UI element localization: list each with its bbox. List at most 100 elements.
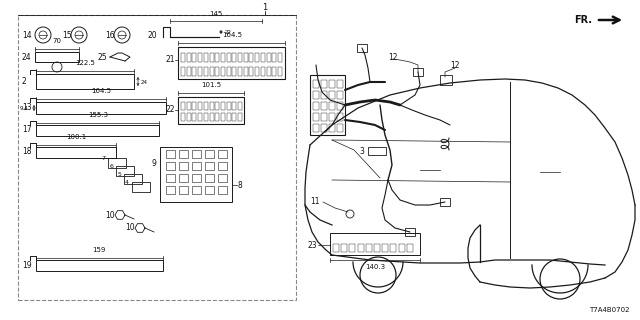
Bar (238, 53, 242, 62)
Text: 164.5: 164.5 (91, 88, 111, 94)
Bar (329, 80, 335, 88)
Bar (374, 244, 380, 252)
Bar (310, 75, 345, 135)
Bar (272, 53, 276, 62)
Bar (261, 67, 265, 76)
Bar (181, 67, 185, 76)
Bar (337, 113, 343, 121)
Bar (209, 113, 214, 121)
Bar (36, 147, 116, 158)
Text: 14: 14 (22, 30, 31, 39)
Bar (272, 67, 276, 76)
Text: 70: 70 (52, 38, 61, 44)
Text: 5: 5 (117, 172, 121, 178)
Bar (232, 102, 236, 110)
Bar (261, 53, 265, 62)
Text: 2: 2 (22, 77, 27, 86)
Text: 17: 17 (22, 125, 31, 134)
Bar (330, 233, 420, 255)
Bar (209, 67, 214, 76)
Text: 1: 1 (262, 4, 268, 12)
Bar (368, 147, 386, 155)
Text: 12: 12 (388, 52, 397, 61)
Bar (192, 150, 201, 158)
Bar (232, 67, 236, 76)
Bar (181, 113, 185, 121)
Bar (178, 47, 285, 79)
Bar (218, 150, 227, 158)
Bar (227, 67, 230, 76)
Bar (329, 91, 335, 99)
Text: 24: 24 (22, 52, 31, 61)
Bar (333, 244, 339, 252)
Bar (366, 244, 372, 252)
Bar (108, 158, 126, 168)
Bar (205, 162, 214, 170)
Bar (36, 74, 134, 89)
Bar (238, 102, 242, 110)
Bar (204, 53, 208, 62)
Bar (215, 67, 219, 76)
Bar (341, 244, 347, 252)
Bar (313, 80, 319, 88)
Text: T7A4B0702: T7A4B0702 (589, 307, 630, 313)
Text: 24: 24 (141, 79, 148, 84)
Bar (218, 162, 227, 170)
Bar (227, 113, 230, 121)
Bar (178, 97, 244, 124)
Bar (204, 113, 208, 121)
Bar (187, 67, 191, 76)
Text: 3: 3 (360, 148, 364, 156)
Bar (337, 124, 343, 132)
Text: 16: 16 (105, 30, 115, 39)
Bar (192, 162, 201, 170)
Bar (413, 68, 423, 76)
Bar (321, 113, 327, 121)
Bar (221, 53, 225, 62)
Bar (193, 53, 196, 62)
Text: 145: 145 (209, 11, 223, 17)
Bar (255, 53, 259, 62)
Bar (218, 174, 227, 182)
Bar (440, 198, 450, 206)
Bar (329, 113, 335, 121)
Bar (209, 102, 214, 110)
Bar (198, 53, 202, 62)
Bar (193, 102, 196, 110)
Bar (221, 67, 225, 76)
Text: 100.1: 100.1 (66, 134, 86, 140)
Bar (407, 244, 413, 252)
Text: 22: 22 (166, 106, 175, 115)
Bar (124, 174, 142, 184)
Text: 164.5: 164.5 (222, 32, 242, 38)
Bar (227, 53, 230, 62)
Text: 4: 4 (125, 180, 129, 186)
Bar (278, 67, 282, 76)
Bar (192, 174, 201, 182)
Bar (337, 91, 343, 99)
Bar (198, 102, 202, 110)
Text: 10: 10 (125, 223, 135, 233)
Text: 22: 22 (225, 29, 232, 35)
Text: 159: 159 (92, 247, 106, 253)
Bar (18, 15, 296, 300)
Bar (357, 44, 367, 52)
Bar (313, 102, 319, 110)
Text: 140.3: 140.3 (365, 264, 385, 270)
Bar (321, 102, 327, 110)
Text: 9: 9 (152, 158, 157, 167)
Text: 12: 12 (451, 60, 460, 69)
Bar (382, 244, 388, 252)
Bar (166, 162, 175, 170)
Bar (166, 174, 175, 182)
Bar (278, 53, 282, 62)
Text: 20: 20 (148, 30, 157, 39)
Text: 19: 19 (22, 260, 31, 269)
Text: 11: 11 (310, 197, 319, 206)
Bar (321, 91, 327, 99)
Bar (337, 102, 343, 110)
Bar (440, 75, 452, 85)
Bar (193, 113, 196, 121)
Text: 10: 10 (106, 211, 115, 220)
Bar (390, 244, 396, 252)
